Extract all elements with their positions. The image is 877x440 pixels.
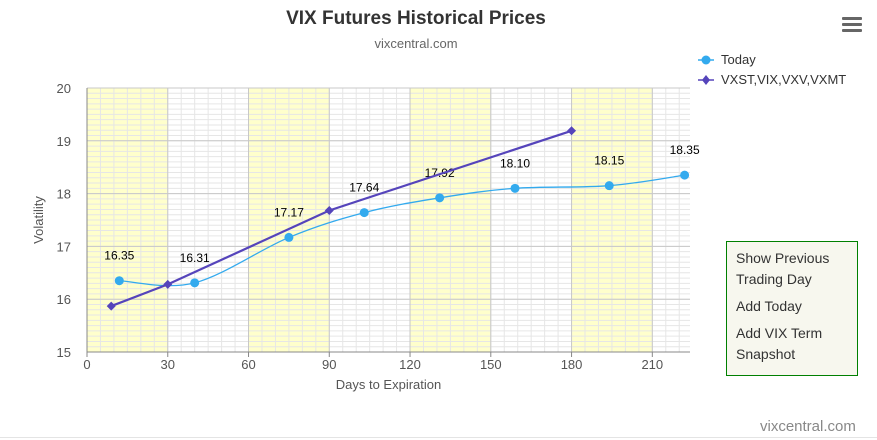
series-point-today [510, 183, 520, 193]
add-vix-term-snapshot-button[interactable]: Add VIX Term Snapshot [736, 325, 823, 362]
y-axis-title: Volatility [31, 196, 46, 244]
series-point-today [359, 208, 369, 218]
legend-circle-icon [698, 55, 714, 65]
show-previous-trading-day-button[interactable]: Show Previous Trading Day [736, 250, 830, 287]
x-tick-label: 150 [480, 357, 502, 372]
data-label: 16.35 [104, 249, 134, 263]
series-point-today [284, 232, 294, 242]
series-point-term [324, 205, 334, 215]
x-tick-label: 120 [399, 357, 421, 372]
series-point-today [114, 276, 124, 286]
legend-diamond-icon [698, 75, 714, 85]
add-today-button[interactable]: Add Today [736, 298, 802, 314]
legend: Today VXST,VIX,VXV,VXMT [697, 50, 846, 90]
data-label: 16.31 [180, 251, 210, 265]
y-tick-label: 18 [57, 187, 71, 202]
footer-credit[interactable]: vixcentral.com [760, 418, 856, 435]
series-point-today [190, 278, 200, 288]
footer-divider [0, 437, 877, 438]
data-label: 18.10 [500, 156, 530, 170]
y-tick-label: 16 [57, 292, 71, 307]
data-label: 17.17 [274, 205, 304, 219]
x-tick-label: 0 [83, 357, 90, 372]
data-label: 18.35 [670, 143, 700, 157]
legend-item-term[interactable]: VXST,VIX,VXV,VXMT [697, 70, 846, 90]
data-label: 17.64 [349, 181, 379, 195]
series-line-1 [110, 129, 572, 308]
x-tick-label: 210 [641, 357, 663, 372]
y-tick-label: 15 [57, 345, 71, 360]
x-tick-label: 60 [241, 357, 255, 372]
x-tick-label: 30 [161, 357, 175, 372]
series-point-today [604, 181, 614, 191]
y-tick-label: 17 [57, 239, 71, 254]
legend-label-today: Today [721, 52, 756, 67]
series-point-term [163, 279, 173, 289]
series-line-0 [119, 174, 685, 287]
series-point-today [435, 193, 445, 203]
chart-subtitle: vixcentral.com [374, 36, 458, 51]
series-point-term [567, 126, 577, 136]
legend-item-today[interactable]: Today [697, 50, 846, 70]
x-tick-label: 90 [322, 357, 336, 372]
x-tick-label: 180 [561, 357, 583, 372]
series-point-term [106, 301, 116, 311]
side-panel: Show Previous Trading Day Add Today Add … [726, 241, 858, 376]
series-point-today [680, 170, 690, 180]
data-label: 18.15 [594, 154, 624, 168]
y-tick-label: 20 [57, 81, 71, 96]
chart-title: VIX Futures Historical Prices [286, 8, 546, 29]
legend-label-term: VXST,VIX,VXV,VXMT [721, 72, 847, 87]
hamburger-menu-icon[interactable] [842, 17, 862, 33]
x-axis-title: Days to Expiration [336, 377, 442, 392]
y-tick-label: 19 [57, 134, 71, 149]
